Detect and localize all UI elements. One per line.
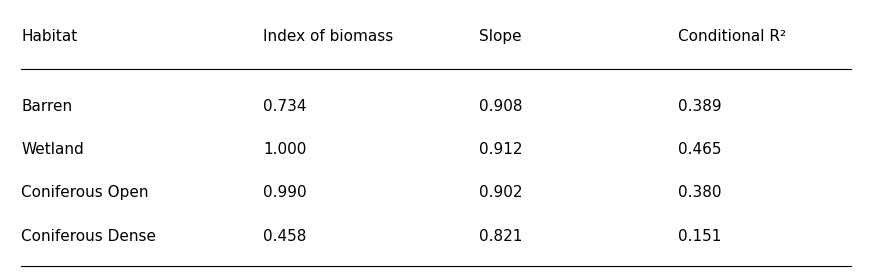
Text: Conditional R²: Conditional R² <box>678 29 786 44</box>
Text: Wetland: Wetland <box>22 142 85 157</box>
Text: Coniferous Dense: Coniferous Dense <box>22 229 156 244</box>
Text: 0.389: 0.389 <box>678 99 721 114</box>
Text: 0.151: 0.151 <box>678 229 721 244</box>
Text: 1.000: 1.000 <box>263 142 307 157</box>
Text: 0.912: 0.912 <box>480 142 522 157</box>
Text: 0.990: 0.990 <box>263 185 307 200</box>
Text: 0.734: 0.734 <box>263 99 307 114</box>
Text: Slope: Slope <box>480 29 521 44</box>
Text: Habitat: Habitat <box>22 29 78 44</box>
Text: 0.908: 0.908 <box>480 99 522 114</box>
Text: Index of biomass: Index of biomass <box>263 29 393 44</box>
Text: 0.458: 0.458 <box>263 229 307 244</box>
Text: Barren: Barren <box>22 99 72 114</box>
Text: 0.380: 0.380 <box>678 185 721 200</box>
Text: Coniferous Open: Coniferous Open <box>22 185 149 200</box>
Text: 0.821: 0.821 <box>480 229 522 244</box>
Text: 0.465: 0.465 <box>678 142 721 157</box>
Text: 0.902: 0.902 <box>480 185 522 200</box>
